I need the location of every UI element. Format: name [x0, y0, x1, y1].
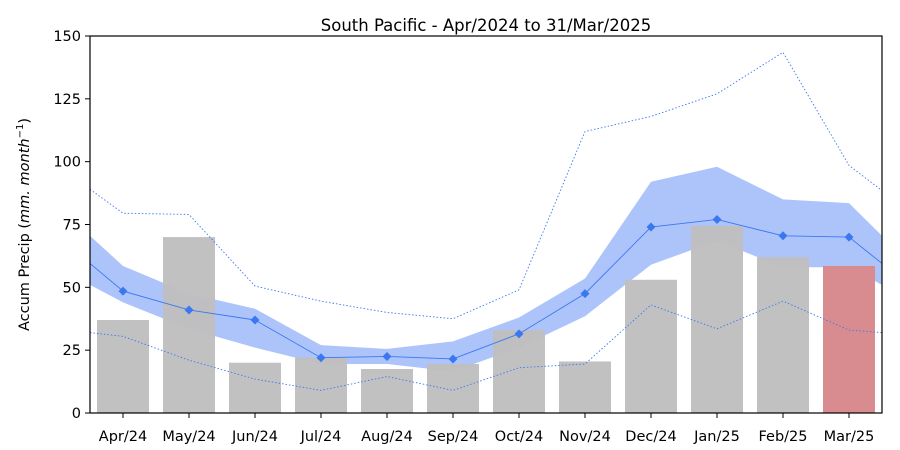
mean-point-Jan-25	[712, 214, 722, 224]
x-tick-label: May/24	[162, 429, 215, 445]
x-tick-label: Jan/25	[693, 429, 740, 445]
x-tick-label: Oct/24	[495, 429, 543, 445]
mean-point-Jul-24	[316, 353, 326, 363]
y-tick-label: 150	[53, 29, 81, 45]
y-tick-label: 100	[53, 155, 81, 171]
y-axis-label-unit: mm. month	[17, 138, 33, 223]
x-tick-label: Apr/24	[99, 429, 147, 445]
bar-Aug-24	[361, 369, 413, 413]
x-tick-label: Sep/24	[428, 429, 479, 445]
y-tick-label: 0	[72, 406, 81, 422]
max-line	[90, 51, 882, 320]
y-axis-label-exponent: −1	[15, 124, 26, 139]
x-tick-label: Nov/24	[559, 429, 611, 445]
y-axis-label-close: )	[17, 118, 33, 124]
bar-Mar-25	[823, 265, 875, 413]
y-tick-label: 50	[63, 280, 81, 296]
y-axis: 0 25 50 75 100 125 150	[53, 29, 90, 422]
y-tick-label: 125	[53, 92, 81, 108]
y-axis-label-main: Accum Precip (	[17, 223, 33, 331]
mean-point-Jun-24	[250, 315, 260, 325]
mean-point-Sep-24	[448, 354, 458, 364]
bar-Nov-24	[559, 361, 611, 413]
mean-line	[90, 219, 882, 360]
y-axis-label: Accum Precip (mm. month−1)	[15, 118, 33, 331]
bar-May-24	[163, 237, 215, 413]
plot-area	[89, 35, 883, 414]
chart-title: South Pacific - Apr/2024 to 31/Mar/2025	[321, 16, 651, 35]
bar-Dec-24	[625, 279, 677, 413]
x-tick-label: Jun/24	[231, 429, 278, 445]
x-tick-label: Feb/25	[758, 429, 807, 445]
mean-point-Apr-24	[118, 286, 128, 296]
x-tick-label: Dec/24	[625, 429, 676, 445]
plot-content	[90, 51, 882, 413]
y-tick-label: 75	[63, 218, 81, 234]
mean-point-Feb-25	[778, 231, 788, 241]
mean-point-Nov-24	[580, 289, 590, 299]
x-tick-label: Mar/25	[824, 429, 875, 445]
bar-Oct-24	[493, 330, 545, 413]
mean-point-Mar-25	[844, 232, 854, 242]
min-line	[90, 300, 882, 391]
bar-Jun-24	[229, 362, 281, 413]
mean-point-May-24	[184, 305, 194, 315]
bar-Jan-25	[691, 225, 743, 413]
bar-Sep-24	[427, 363, 479, 413]
mean-point-Oct-24	[514, 329, 524, 339]
y-tick-label: 25	[63, 343, 81, 359]
mean-point-Aug-24	[382, 351, 392, 361]
x-axis: Apr/24 May/24 Jun/24 Jul/24 Aug/24 Sep/24 Oct/…	[99, 413, 875, 445]
x-tick-label: Jul/24	[300, 429, 342, 445]
x-tick-label: Aug/24	[361, 429, 413, 445]
bar-Jul-24	[295, 357, 347, 413]
bar-Feb-25	[757, 257, 809, 413]
spread-band	[90, 166, 882, 372]
mean-point-Dec-24	[646, 222, 656, 232]
bar-Apr-24	[97, 320, 149, 413]
